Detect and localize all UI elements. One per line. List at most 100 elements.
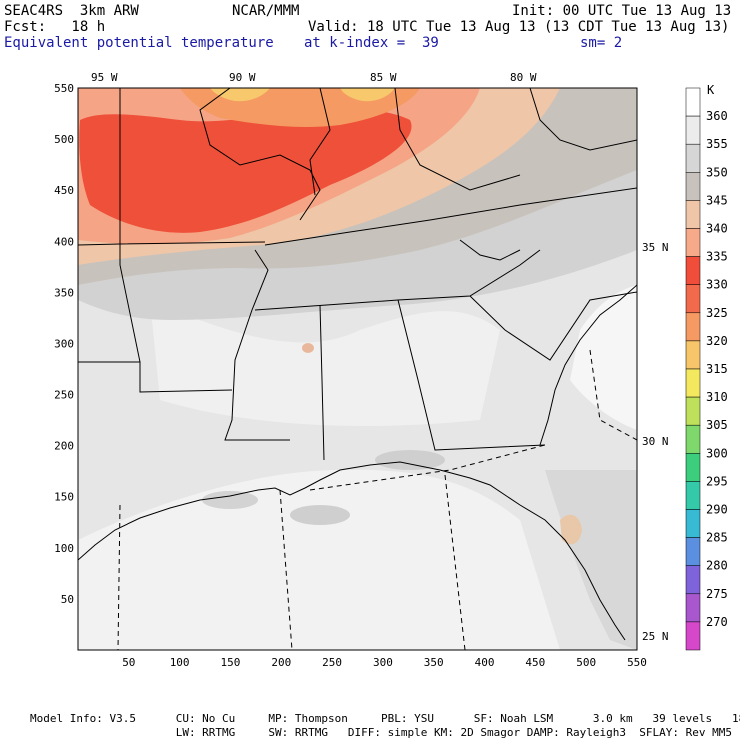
legend-label: 360 — [706, 109, 728, 123]
legend-swatch — [685, 256, 701, 285]
legend-label: 320 — [706, 334, 728, 348]
y-tick-label: 450 — [54, 184, 74, 197]
y-tick-label: 100 — [54, 542, 74, 555]
legend-label: 270 — [706, 615, 728, 629]
geography-lines — [78, 88, 637, 650]
lon-label: 85 W — [370, 71, 397, 84]
yellow-patch-b — [340, 88, 395, 102]
legend-swatch — [685, 509, 701, 538]
legend-label: 330 — [706, 278, 728, 292]
y-tick-label: 50 — [61, 593, 74, 606]
inland-warm-spot — [302, 343, 314, 353]
init-time: Init: 00 UTC Tue 13 Aug 13 — [512, 3, 732, 19]
lon-label: 80 W — [510, 71, 537, 84]
forecast-hour: Fcst: 18 h — [4, 19, 106, 35]
offshore-boundary-a — [117, 504, 121, 650]
border-wv-va — [529, 88, 637, 151]
legend-swatch — [685, 565, 701, 595]
gulf-field — [78, 469, 560, 650]
legend-swatch — [685, 115, 701, 145]
valid-time: Valid: 18 UTC Tue 13 Aug 13 (13 CDT Tue … — [308, 19, 730, 35]
footer-model-info: Model Info: V3.5 CU: No Cu MP: Thompson … — [30, 712, 740, 725]
x-tick-label: 450 — [525, 656, 545, 669]
legend-unit: K — [707, 83, 715, 97]
border-ohio-river — [394, 88, 521, 191]
y-tick-label: 350 — [54, 286, 74, 299]
field-name: Equivalent potential temperature — [4, 35, 274, 51]
x-tick-label: 250 — [322, 656, 342, 669]
legend-swatch — [685, 284, 701, 314]
x-tick-label: 150 — [221, 656, 241, 669]
legend-label: 290 — [706, 503, 728, 517]
legend-swatch — [685, 424, 701, 454]
border-ms-al — [319, 304, 325, 461]
legend-label: 345 — [706, 193, 728, 207]
legend-label: 335 — [706, 250, 728, 264]
x-tick-label: 200 — [271, 656, 291, 669]
florida-field — [545, 470, 637, 650]
x-tick-label: 50 — [122, 656, 135, 669]
legend-swatch — [685, 228, 701, 257]
x-tick-label: 300 — [373, 656, 393, 669]
border-tx-la — [78, 361, 233, 393]
legend-label: 295 — [706, 474, 728, 488]
x-tick-label: 350 — [424, 656, 444, 669]
legend-swatch — [685, 200, 701, 229]
legend-label: 275 — [706, 587, 728, 601]
y-tick-label: 300 — [54, 337, 74, 350]
x-axis-ticks: 50 100 150 200 250 300 350 400 450 500 550 — [122, 656, 647, 669]
legend-label: 350 — [706, 165, 728, 179]
legend-label: 305 — [706, 418, 728, 432]
legend-label: 280 — [706, 559, 728, 573]
y-tick-label: 150 — [54, 491, 74, 504]
x-tick-label: 500 — [576, 656, 596, 669]
legend-label: 300 — [706, 446, 728, 460]
x-tick-label: 100 — [170, 656, 190, 669]
gulf-blob-a — [290, 505, 350, 525]
legend-label: 325 — [706, 306, 728, 320]
border-al-ga — [397, 299, 546, 451]
lat-label: 25 N — [642, 630, 669, 643]
border-il-in — [309, 88, 331, 196]
legend-swatch — [685, 453, 701, 482]
legend-label: 340 — [706, 222, 728, 236]
legend-swatch — [685, 396, 701, 426]
legend-swatch — [685, 172, 701, 201]
theta-e-field — [78, 88, 637, 650]
gulf-coastline — [78, 461, 626, 641]
border-sc — [469, 291, 637, 361]
atlantic-coastline — [539, 284, 637, 446]
model-title: SEAC4RS 3km ARW — [4, 3, 139, 19]
atlantic-field — [570, 285, 637, 430]
legend-label: 355 — [706, 137, 728, 151]
legend-label: 310 — [706, 390, 728, 404]
florida-peach-spot — [560, 514, 582, 545]
plot-frame — [77, 87, 638, 651]
inland-light-field — [150, 300, 500, 426]
legend-label: 315 — [706, 362, 728, 376]
level-index: at k-index = 39 — [304, 35, 439, 51]
lat-label: 30 N — [642, 435, 669, 448]
legend-swatch — [685, 481, 701, 510]
gulf-blob-b — [375, 450, 445, 470]
border-nc-west — [459, 239, 521, 261]
legend-swatch — [685, 312, 701, 342]
legend-swatch — [685, 340, 701, 370]
y-tick-label: 250 — [54, 389, 74, 402]
border-missouri — [199, 88, 321, 221]
y-axis-ticks: 550 500 450 400 350 300 250 200 150 100 50 — [54, 82, 74, 606]
organization-label: NCAR/MMM — [232, 3, 300, 19]
footer-physics-info: LW: RRTMG SW: RRTMG DIFF: simple KM: 2D … — [30, 726, 732, 739]
legend-swatch — [685, 593, 701, 623]
border-ok-ar — [119, 88, 141, 363]
legend-label: 285 — [706, 531, 728, 545]
lon-label: 95 W — [91, 71, 118, 84]
lon-label: 90 W — [229, 71, 256, 84]
border-mississippi-river — [224, 249, 290, 441]
y-tick-label: 400 — [54, 235, 74, 248]
smoothing-label: sm= 2 — [580, 35, 623, 51]
y-tick-label: 200 — [54, 440, 74, 453]
border-tn-ky — [264, 187, 637, 246]
y-tick-label: 550 — [54, 82, 74, 95]
